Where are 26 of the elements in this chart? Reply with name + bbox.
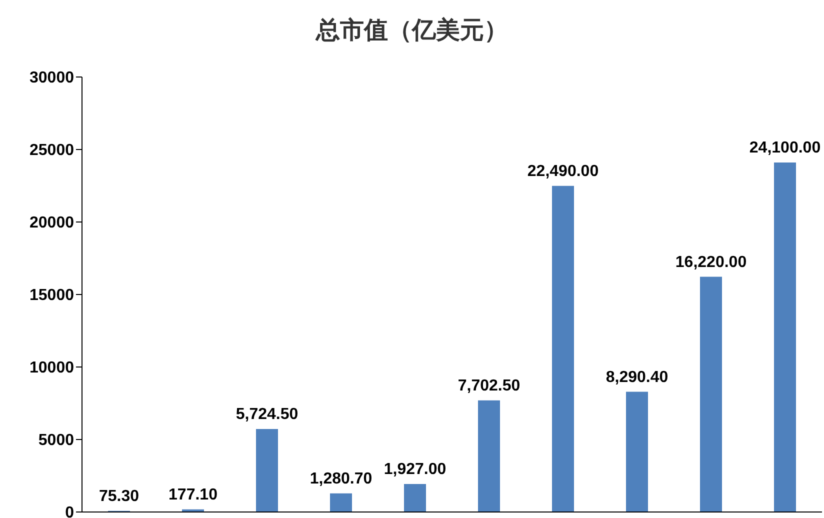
y-tick-label: 30000	[30, 70, 74, 87]
data-label: 7,702.50	[458, 377, 520, 394]
bar	[330, 493, 352, 512]
bar	[256, 428, 278, 512]
y-tick-label: 20000	[30, 214, 74, 232]
data-label: 177.10	[168, 486, 218, 504]
bar	[478, 400, 500, 512]
bar	[552, 186, 574, 512]
data-label: 22,490.00	[527, 162, 599, 180]
y-tick-label: 5000	[38, 432, 74, 450]
data-label: 75.30	[98, 488, 140, 505]
data-label: 1,927.00	[384, 461, 446, 478]
y-tick-label: 15000	[30, 287, 74, 304]
bar	[626, 392, 648, 512]
bar	[404, 484, 426, 512]
bar	[700, 276, 722, 512]
y-tick-label: 0	[65, 504, 74, 518]
chart-title: 总市值（亿美元）	[314, 16, 509, 46]
y-tick-label: 25000	[30, 142, 74, 160]
data-label: 8,290.40	[606, 368, 668, 386]
bar	[774, 162, 796, 512]
data-label: 16,220.00	[675, 254, 747, 271]
y-tick-label: 10000	[30, 360, 74, 377]
data-label: 5,724.50	[236, 406, 298, 423]
data-label: 24,100.00	[749, 140, 821, 157]
data-label: 1,280.70	[310, 470, 372, 488]
